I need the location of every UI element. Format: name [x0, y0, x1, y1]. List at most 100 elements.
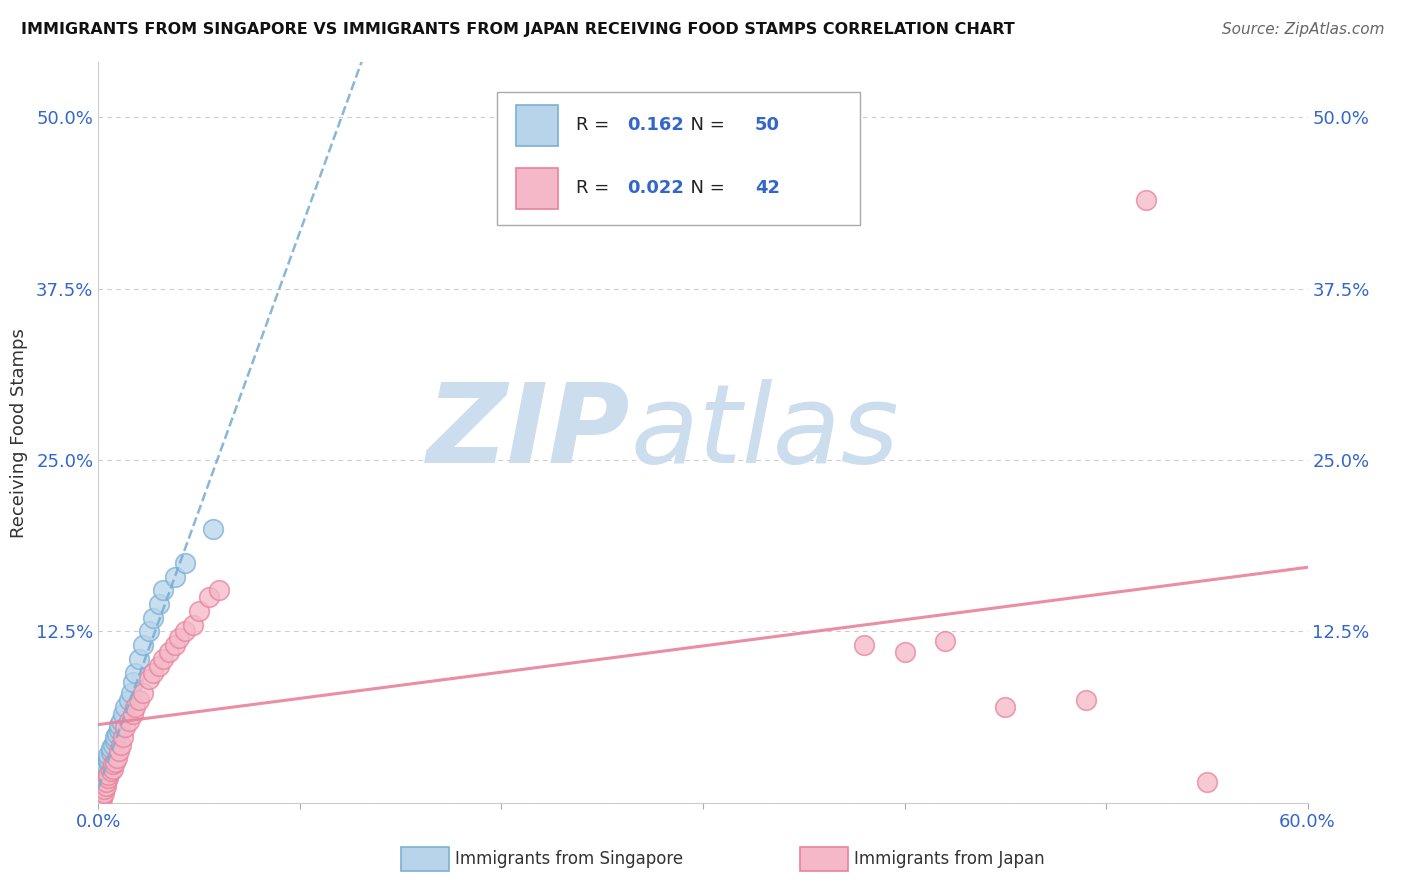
Point	[97, 747, 120, 762]
Bar	[516, 105, 558, 145]
Text: Immigrants from Singapore: Immigrants from Singapore	[456, 850, 683, 868]
Point	[138, 673, 160, 687]
Point	[89, 793, 111, 807]
Text: 50: 50	[755, 116, 780, 135]
Point	[89, 785, 111, 799]
Point	[163, 569, 186, 583]
Point	[1195, 775, 1218, 789]
Point	[96, 780, 118, 794]
Y-axis label: Receiving Food Stamps: Receiving Food Stamps	[10, 327, 28, 538]
Point	[181, 617, 204, 632]
Point	[97, 768, 120, 782]
Point	[124, 699, 146, 714]
Point	[152, 652, 174, 666]
Point	[148, 658, 170, 673]
Point	[1074, 693, 1097, 707]
Point	[132, 638, 155, 652]
Text: N =: N =	[679, 179, 730, 197]
Text: 42: 42	[755, 179, 780, 197]
Point	[97, 752, 120, 766]
Point	[105, 750, 128, 764]
Point	[97, 755, 120, 769]
Point	[100, 745, 122, 759]
Point	[91, 773, 114, 788]
Point	[142, 665, 165, 680]
Point	[107, 723, 129, 738]
Point	[934, 634, 956, 648]
Bar	[800, 847, 848, 871]
Point	[110, 738, 132, 752]
Bar	[516, 168, 558, 209]
Point	[132, 686, 155, 700]
Point	[96, 757, 118, 772]
Point	[114, 720, 136, 734]
Point	[89, 791, 111, 805]
Point	[128, 652, 150, 666]
Point	[138, 624, 160, 639]
Point	[208, 583, 231, 598]
Text: N =: N =	[679, 116, 730, 135]
Text: IMMIGRANTS FROM SINGAPORE VS IMMIGRANTS FROM JAPAN RECEIVING FOOD STAMPS CORRELA: IMMIGRANTS FROM SINGAPORE VS IMMIGRANTS …	[21, 22, 1015, 37]
Point	[96, 760, 118, 774]
Point	[91, 771, 114, 785]
Point	[93, 762, 115, 776]
Point	[198, 590, 221, 604]
Text: R =: R =	[576, 179, 614, 197]
Point	[105, 727, 128, 741]
Point	[91, 768, 114, 782]
Point	[142, 610, 165, 624]
Point	[97, 771, 120, 785]
Point	[174, 624, 197, 639]
Point	[1135, 193, 1157, 207]
Point	[89, 789, 111, 803]
Point	[93, 782, 115, 797]
Point	[100, 741, 122, 756]
Point	[853, 638, 876, 652]
Point	[118, 714, 141, 728]
Text: R =: R =	[576, 116, 614, 135]
Point	[89, 778, 111, 792]
Point	[96, 758, 118, 772]
Point	[103, 755, 125, 769]
Point	[103, 734, 125, 748]
Point	[152, 583, 174, 598]
Text: ZIP: ZIP	[427, 379, 630, 486]
Point	[128, 693, 150, 707]
Point	[167, 632, 190, 646]
Point	[107, 744, 129, 758]
Point	[101, 738, 124, 752]
Point	[111, 730, 134, 744]
Text: 0.162: 0.162	[627, 116, 683, 135]
Text: Source: ZipAtlas.com: Source: ZipAtlas.com	[1222, 22, 1385, 37]
Text: Immigrants from Japan: Immigrants from Japan	[855, 850, 1045, 868]
Point	[91, 772, 114, 787]
Point	[91, 789, 114, 803]
Bar	[401, 847, 449, 871]
Point	[120, 686, 142, 700]
Point	[107, 717, 129, 731]
Text: 0.022: 0.022	[627, 179, 683, 197]
Point	[148, 597, 170, 611]
Point	[89, 786, 111, 800]
Point	[110, 714, 132, 728]
Point	[89, 780, 111, 795]
Point	[100, 764, 122, 779]
Point	[101, 762, 124, 776]
Point	[101, 757, 124, 772]
Point	[118, 693, 141, 707]
Point	[994, 699, 1017, 714]
Point	[89, 782, 111, 797]
Point	[89, 788, 111, 802]
Point	[202, 522, 225, 536]
Point	[893, 645, 915, 659]
Point	[124, 665, 146, 680]
Point	[91, 776, 114, 790]
Point	[157, 645, 180, 659]
Point	[93, 786, 115, 800]
Point	[114, 699, 136, 714]
Point	[121, 675, 143, 690]
Point	[174, 556, 197, 570]
Point	[188, 604, 211, 618]
Point	[93, 765, 115, 780]
Point	[93, 764, 115, 779]
